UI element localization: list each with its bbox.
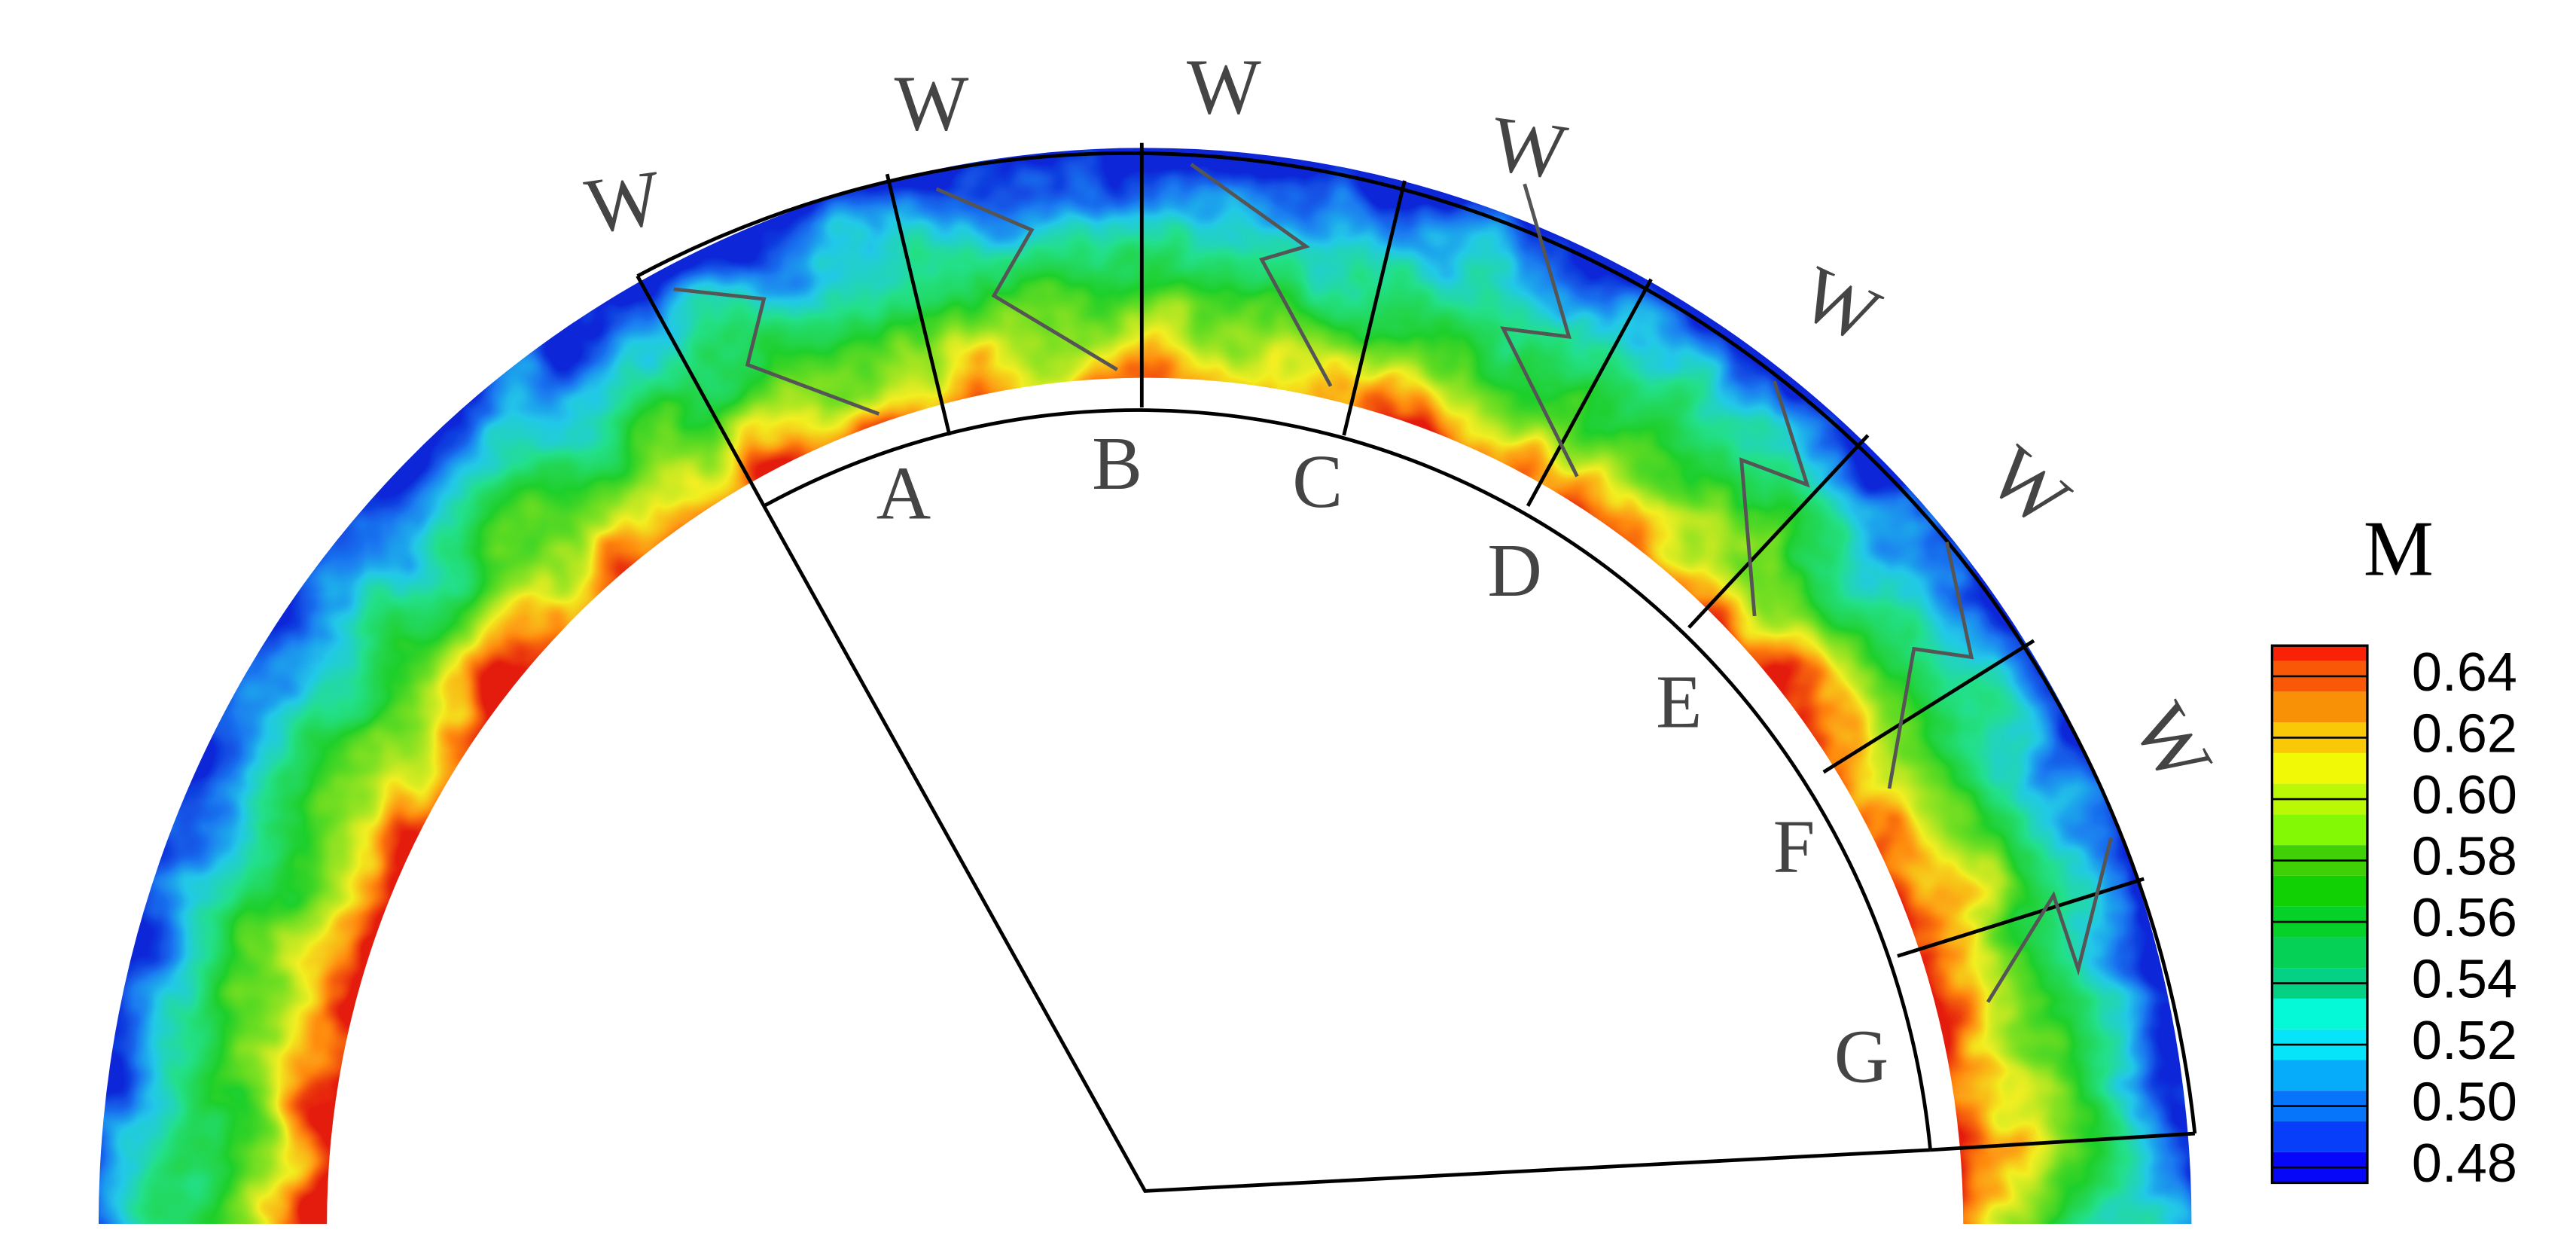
blade-label: W <box>1788 249 1893 360</box>
blade <box>673 287 880 416</box>
blade-label: W <box>581 154 666 251</box>
colorbar-band <box>2272 752 2367 784</box>
section-label: G <box>1834 1014 1889 1098</box>
colorbar-band <box>2272 998 2367 1030</box>
blade <box>1500 183 1579 477</box>
fan-boundary <box>762 505 1931 1193</box>
colorbar-tick-label: 0.58 <box>2412 827 2517 887</box>
colorbar-band <box>2272 937 2367 969</box>
colorbar-band <box>2272 645 2367 661</box>
section-label: C <box>1292 440 1343 523</box>
section-label: F <box>1773 804 1815 888</box>
blade <box>1739 380 1810 617</box>
colorbar-tick-label: 0.54 <box>2412 950 2517 1010</box>
colorbar-tick-label: 0.56 <box>2412 888 2517 948</box>
colorbar-band <box>2272 691 2367 723</box>
colorbar-band <box>2272 875 2367 907</box>
blades <box>673 163 2113 1003</box>
colorbar-title: M <box>2364 505 2434 592</box>
blade-label: W <box>1187 44 1261 131</box>
domain-outline <box>636 142 2197 1193</box>
section-label: E <box>1656 660 1702 743</box>
colorbar-band <box>2272 1060 2367 1091</box>
section-label: B <box>1092 422 1142 505</box>
blade-label: W <box>895 59 969 147</box>
blade-label: W <box>1973 429 2086 544</box>
blade-label: W <box>1486 99 1572 197</box>
colorbar-tick-label: 0.50 <box>2412 1072 2517 1133</box>
colorbar-band <box>2272 814 2367 846</box>
contour-fill <box>98 148 2192 1225</box>
blade-label: W <box>2116 689 2229 798</box>
blade <box>935 187 1118 371</box>
colorbar-tick-label: 0.48 <box>2412 1133 2517 1194</box>
colorbar-band <box>2272 1121 2367 1152</box>
contour-field <box>98 148 2192 1225</box>
colorbar-tick-label: 0.60 <box>2412 765 2517 825</box>
blade <box>1986 837 2113 1003</box>
section-label: A <box>876 451 931 535</box>
colorbar-frame <box>2270 644 2369 1185</box>
colorbar-tick-label: 0.52 <box>2412 1011 2517 1071</box>
colorbar-tick-label: 0.64 <box>2412 642 2517 703</box>
blade <box>1190 163 1333 387</box>
section-lines <box>636 142 2195 1152</box>
outer-boundary <box>636 151 2197 1134</box>
inner-boundary <box>763 408 1932 1151</box>
blade <box>1887 542 1974 789</box>
section-label: D <box>1487 529 1541 612</box>
colorbar-tick-label: 0.62 <box>2412 704 2517 764</box>
